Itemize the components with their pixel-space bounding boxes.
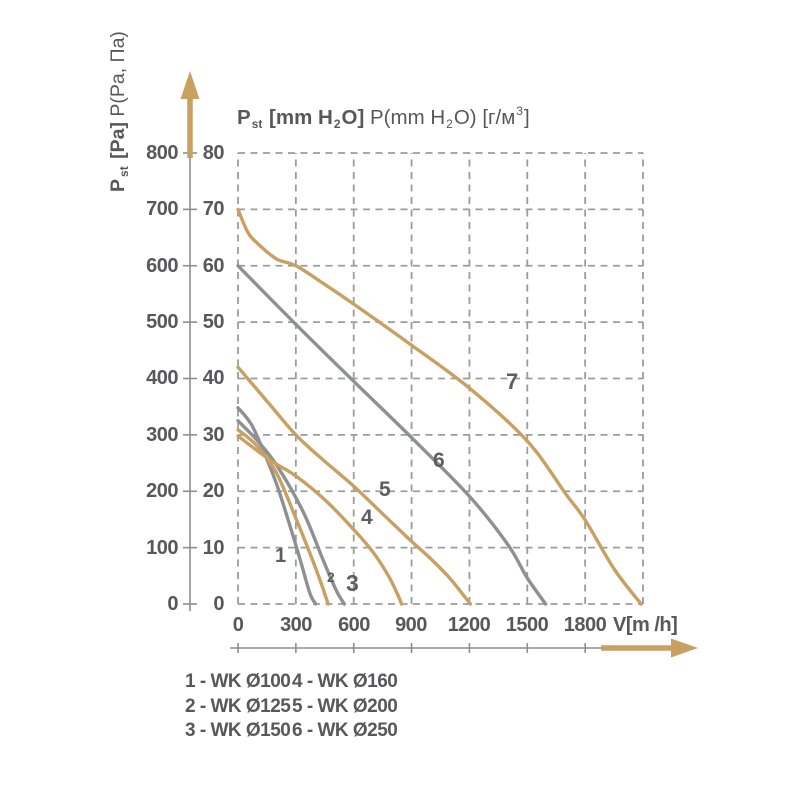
title-o-bracket: O] [341, 106, 365, 129]
y-axis-title-p: P [107, 178, 129, 192]
title-close-bracket: ] [523, 106, 530, 129]
curve-label-2: 2 [327, 569, 335, 585]
x-tick-label: 600 [338, 614, 370, 636]
title-p: P [237, 106, 251, 129]
x-axis-arrow-icon [601, 638, 698, 658]
pa-tick-label: 200 [146, 480, 178, 502]
x-tick-label: 1200 [447, 614, 491, 636]
y-axis-arrow-icon [180, 71, 200, 158]
y-axis-title-alt: P(Pa, Па) [107, 31, 129, 123]
mm-tick-label: 60 [202, 255, 225, 277]
pa-tick-label: 700 [146, 198, 178, 220]
curve-7 [236, 207, 643, 606]
curve-label-6: 6 [433, 449, 445, 472]
legend-item: 4 - WK Ø160 [292, 671, 398, 692]
x-tick-label: 900 [395, 614, 427, 636]
curve-label-1: 1 [275, 545, 287, 567]
title-alt-p: P(mm H [364, 106, 446, 129]
pa-tick-label: 0 [167, 593, 178, 615]
pa-tick-label: 100 [146, 537, 178, 559]
mm-tick-label: 20 [202, 480, 225, 502]
pa-tick-label: 600 [146, 255, 178, 277]
legend-column-1: 1 - WK Ø100 2 - WK Ø125 3 - WK Ø150 [185, 670, 291, 744]
x-tick-label: 0 [232, 614, 244, 636]
legend-item: 5 - WK Ø200 [292, 695, 398, 717]
curve-label-4: 4 [361, 506, 373, 529]
legend-column-2: 4 - WK Ø160 5 - WK Ø200 6 - WK Ø250 [292, 670, 398, 744]
pa-tick-label: 400 [146, 367, 178, 389]
curve-3 [236, 419, 346, 606]
axis-lines-and-ticks [183, 150, 645, 653]
pa-tick-label: 300 [146, 424, 178, 446]
chart-title: Pst [mm H2O] P(mm H2O) [г/м3] [237, 104, 530, 131]
curve-6 [236, 264, 548, 606]
x-tick-label: 1800 [563, 614, 607, 636]
x-tick-label: 300 [280, 614, 312, 636]
legend-item: 6 - WK Ø250 [292, 720, 398, 742]
mm-tick-label: 70 [202, 198, 225, 220]
y-axis-title: Pst [Pa] P(Pa, Па) [107, 31, 131, 192]
curve-label-7: 7 [506, 369, 519, 394]
grid-lines [237, 152, 644, 605]
curve-label-5: 5 [379, 478, 391, 501]
x-axis-unit-label: V[m /h] [613, 614, 678, 636]
title-sub-2: 2 [333, 117, 341, 131]
curve-2 [236, 428, 330, 606]
mm-tick-label: 10 [202, 537, 225, 559]
pa-tick-label: 500 [146, 311, 178, 333]
mm-tick-label: 80 [202, 142, 225, 164]
legend-item: 2 - WK Ø125 [185, 695, 291, 717]
title-sub-st: st [251, 117, 263, 131]
title-mmh: [mm H [263, 106, 333, 129]
mm-tick-label: 0 [213, 593, 224, 615]
pa-tick-label: 800 [146, 142, 178, 164]
mm-tick-label: 40 [202, 367, 225, 389]
curve-4 [236, 434, 404, 606]
y-axis-title-sub-st: st [117, 166, 131, 177]
mm-tick-label: 50 [202, 311, 225, 333]
curve-1 [236, 406, 318, 606]
curve-label-3: 3 [346, 570, 359, 596]
mm-tick-label: 30 [202, 424, 225, 446]
legend-item: 1 - WK Ø100 [185, 671, 291, 692]
legend-item: 3 - WK Ø150 [185, 720, 291, 742]
title-alt-sub-2: 2 [446, 117, 453, 131]
title-sup-3: 3 [516, 104, 523, 118]
x-tick-label: 1500 [505, 614, 549, 636]
fan-curves [236, 207, 643, 606]
title-gm: O) [г/м [453, 106, 516, 129]
curve-5 [236, 365, 473, 606]
